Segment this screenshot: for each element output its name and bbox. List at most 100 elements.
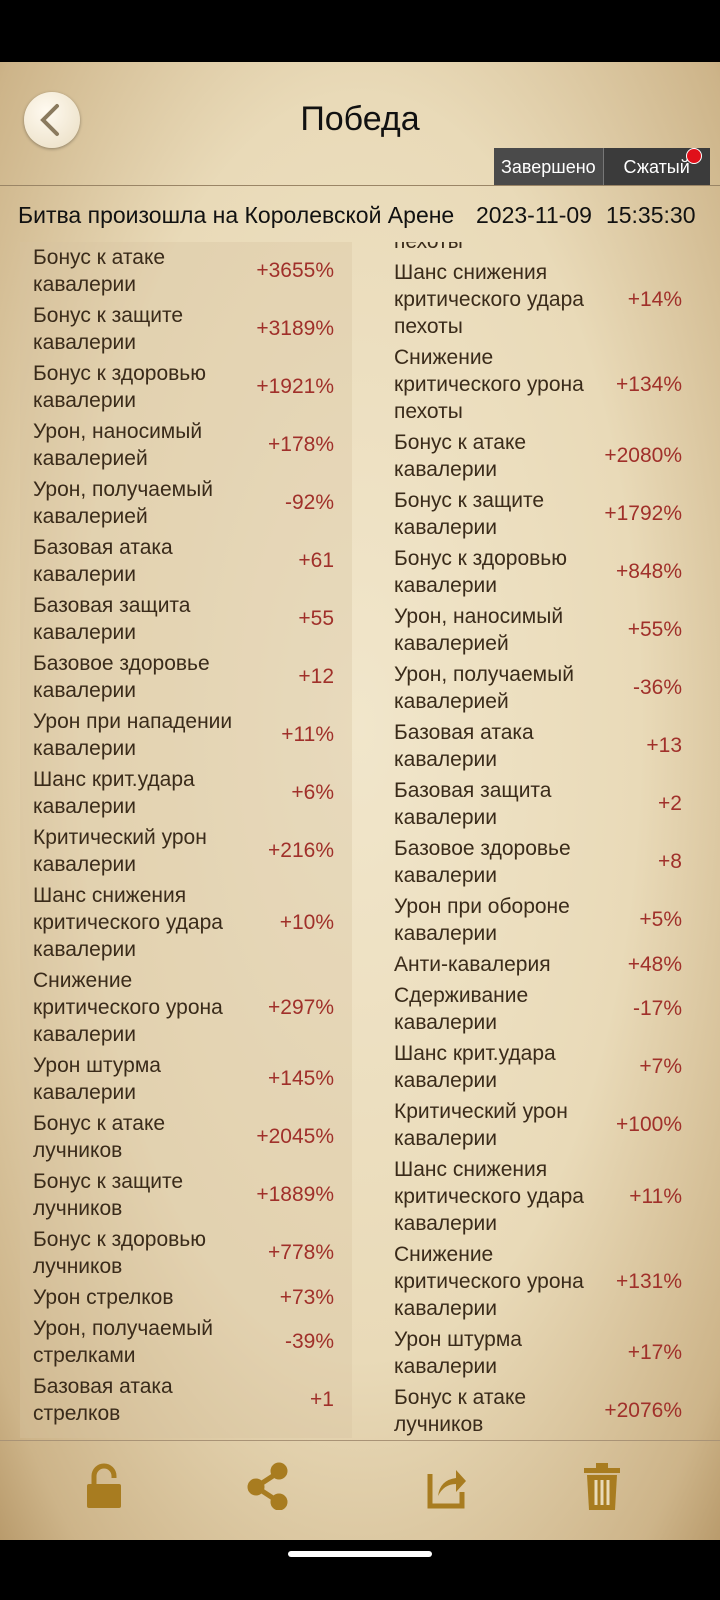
share-button[interactable] [246,1462,290,1510]
stat-label: Урон при обороне кавалерии [394,895,570,945]
stat-row: Бонус к здоровью кавалерии +1921% [20,358,352,416]
stat-row: Шанс снижения критического удара пехоты +… [368,257,690,342]
stat-value: +297% [268,995,334,1019]
stat-row: Урон, наносимый кавалерией +178% [20,416,352,474]
stat-row: Бонус к здоровью лучников +778% [20,1224,352,1282]
stat-value: +134% [616,372,682,396]
stat-row: Критический урон кавалерии +100% [368,1096,690,1154]
stat-row: Урон при нападении кавалерии +11% [20,706,352,764]
stat-label: Критический урон кавалерии [33,826,207,876]
divider [0,1440,720,1441]
back-icon [40,104,59,136]
stat-row: Базовая атака кавалерии +61 [20,532,352,590]
stat-label: Снижение критического урона кавалерии [394,1243,584,1320]
stat-value: +55% [627,618,682,641]
date: 2023-11-09 [476,202,592,228]
stat-row: Снижение критического урона кавалерии +29… [20,965,352,1050]
stat-value: -39% [284,1330,334,1353]
title: Победа [300,100,420,138]
stat-row: Снижение критического урона кавалерии +13… [368,1239,690,1324]
stat-label: Урон штурма кавалерии [33,1054,161,1104]
stat-row: Бонус к защите кавалерии +3189% [20,300,352,358]
stat-label: Базовое здоровье кавалерии [394,837,571,887]
stat-row: Бонус к атаке кавалерии +2080% [368,427,690,485]
stat-row: Урон, получаемый кавалерией -92% [20,474,352,532]
stat-label: Базовая защита кавалерии [394,779,552,829]
stat-label: пехоты [368,242,690,255]
stat-label: Урон, получаемый стрелками [33,1317,213,1367]
stat-label: Анти-кавалерия [394,953,551,976]
stat-row: Урон при обороне кавалерии +5% [368,891,690,949]
stat-row: Шанс снижения критического удара кавалер… [368,1154,690,1239]
stat-value: +3189% [256,317,334,340]
stat-row: Бонус к атаке лучников +2045% [20,1108,352,1166]
stat-row: Шанс крит.удара кавалерии +7% [368,1038,690,1096]
stat-row: Урон, наносимый кавалерией +55% [368,601,690,659]
stat-label: Бонус к защите кавалерии [33,304,184,354]
battle-location: Битва произошла на Королевской Арене [18,202,455,228]
back-button[interactable] [24,92,80,148]
stat-row: Критический урон кавалерии +216% [20,822,352,880]
stat-value: +48% [627,952,682,976]
stat-value: +5% [639,908,682,931]
stat-label: Урон, получаемый кавалерией [33,478,213,528]
stat-value: -92% [284,491,334,514]
stat-row: Бонус к защите кавалерии +1792% [368,485,690,543]
stat-label: Сдерживание кавалерии [394,984,529,1034]
stat-value: +8 [658,850,682,873]
battle-datetime: 2023-11-09 15:35:30 [476,202,695,229]
stat-label: Шанс крит.удара кавалерии [33,768,195,818]
stat-row: Анти-кавалерия +48% [368,949,690,980]
tab-finished[interactable]: Завершено [494,148,603,186]
stat-label: Базовое здоровье кавалерии [33,652,210,702]
stat-value: +2045% [256,1125,334,1148]
stat-row: Урон штурма кавалерии +17% [368,1324,690,1382]
stat-label: Базовая защита кавалерии [33,594,191,644]
stat-value: +7% [639,1055,682,1078]
stat-label: Снижение критического урона кавалерии [33,969,223,1046]
left-stats: Бонус к атаке кавалерии +3655% Бонус к защ… [20,242,352,1438]
stat-row: Шанс снижения критического удара кавалер… [20,880,352,965]
divider [0,185,720,186]
stat-label: Шанс снижения критического удара кавалер… [33,884,223,961]
stat-row: Урон штурма кавалерии +145% [20,1050,352,1108]
stat-row: Бонус к атаке лучников +2076% [368,1382,690,1438]
stat-row: Шанс крит.удара кавалерии +6% [20,764,352,822]
stat-value: +178% [268,433,334,456]
stat-label: Бонус к защите лучников [33,1170,184,1220]
stat-value: +2080% [604,444,682,467]
stat-label: Урон стрелков [33,1286,174,1309]
stat-row: Урон стрелков +73% [20,1282,352,1313]
stat-value: +61 [298,549,334,572]
stat-value: -17% [632,997,682,1020]
home-indicator [288,1551,432,1557]
stat-label: Бонус к атаке лучников [33,1112,166,1162]
stat-row: Базовое здоровье кавалерии +8 [368,833,690,891]
stat-value: +2076% [604,1399,682,1422]
notification-dot [686,148,702,164]
stat-label: Базовая атака кавалерии [394,721,534,771]
stat-row: Бонус к атаке кавалерии +3655% [20,242,352,300]
stat-row: Базовая защита кавалерии +2 [368,775,690,833]
stat-value: +216% [268,839,334,862]
stat-value: +11% [629,1184,682,1208]
time: 15:35:30 [605,202,696,228]
stat-label: Бонус к атаке лучников [394,1386,527,1436]
stat-label: Урон при нападении кавалерии [33,710,233,760]
stat-row: Бонус к здоровью кавалерии +848% [368,543,690,601]
stat-value: +73% [279,1285,334,1309]
stat-label: Бонус к здоровью кавалерии [33,362,206,412]
stat-value: +145% [268,1067,334,1090]
tabs: Завершено Сжатый [494,148,710,186]
stat-label: Критический урон кавалерии [394,1100,568,1150]
stat-label: Бонус к защите кавалерии [394,489,545,539]
export-button[interactable] [424,1462,468,1510]
stat-label: Бонус к атаке кавалерии [394,431,527,481]
stat-value: +13 [646,734,682,757]
delete-button[interactable] [582,1462,622,1512]
stat-value: +6% [291,781,334,804]
stat-value: +14% [627,287,682,311]
lock-button[interactable] [84,1462,124,1510]
stat-value: +55 [298,607,334,630]
